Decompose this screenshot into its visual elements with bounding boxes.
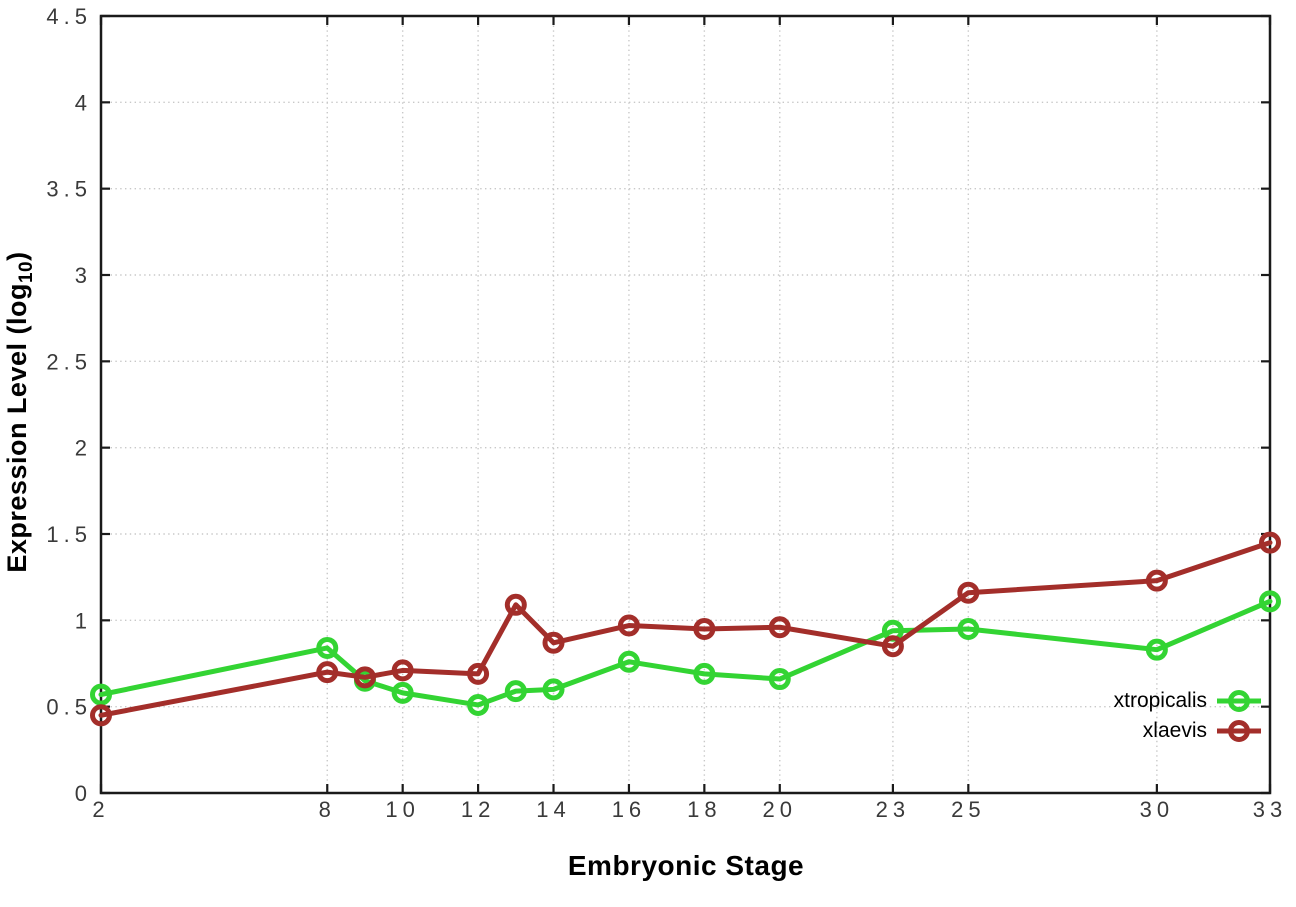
legend: xtropicalis xlaevis [1114,686,1262,746]
data-point-xtropicalis [391,681,414,704]
data-point-xlaevis [391,659,414,682]
data-point-xtropicalis [617,650,640,673]
data-point-xlaevis [353,666,376,689]
y-axis-title-text: Expression Level (log [2,283,32,573]
y-axis-title: Expression Level (log10) [2,251,38,572]
plot-border [99,14,1272,795]
data-point-xtropicalis [957,617,980,640]
legend-item-xlaevis: xlaevis [1114,716,1262,746]
x-tick-label: 25 [951,797,985,822]
data-point-xlaevis [504,593,527,616]
x-tick-label: 18 [687,797,721,822]
y-axis-title-subscript: 10 [16,260,37,284]
y-tick-label: 2 [75,436,92,461]
x-tick-label: 23 [876,797,910,822]
data-point-xlaevis [693,617,716,640]
x-tick-label: 30 [1140,797,1174,822]
x-tick-label: 20 [763,797,797,822]
data-point-xlaevis [617,614,640,637]
legend-label-xtropicalis: xtropicalis [1113,689,1207,712]
data-point-xtropicalis [693,662,716,685]
x-tick-label: 33 [1253,797,1287,822]
x-tick-label: 10 [385,797,419,822]
series-line-xtropicalis [98,598,1273,708]
y-tick-label: 4.5 [46,4,92,29]
y-tick-label: 1.5 [46,522,92,547]
data-point-xlaevis [316,661,339,684]
y-tick-label: 2.5 [46,349,92,374]
y-tick-label: 0.5 [46,695,92,720]
data-point-xlaevis [90,704,112,727]
data-point-xlaevis [957,581,980,604]
data-point-xtropicalis [90,683,112,706]
legend-item-xtropicalis: xtropicalis [1114,686,1262,716]
data-point-xlaevis [542,631,565,654]
y-tick-label: 3 [75,263,92,288]
x-tick-label: 16 [612,797,646,822]
x-tick-label: 8 [319,797,336,822]
y-tick-label: 1 [75,608,92,633]
data-point-xlaevis [881,635,904,658]
line-point-sample-icon [1217,690,1261,712]
data-point-xtropicalis [316,636,339,659]
data-point-xlaevis [1145,569,1168,592]
series-line-xlaevis [98,540,1273,718]
line-point-sample-icon [1217,720,1261,742]
x-tick-label: 12 [461,797,495,822]
y-tick-label: 3.5 [46,177,92,202]
data-point-xlaevis [1259,531,1281,554]
x-axis-title: Embryonic Stage [567,850,805,881]
x-tick-label: 14 [536,797,570,822]
y-axis-title-close: ) [2,251,32,261]
data-point-xlaevis [467,662,490,685]
data-point-xtropicalis [504,680,527,703]
data-point-xtropicalis [768,668,791,691]
y-tick-label: 4 [75,90,92,115]
legend-label-xlaevis: xlaevis [1142,719,1207,742]
data-point-xtropicalis [1145,638,1168,661]
x-tick-label: 2 [92,797,109,822]
data-point-xtropicalis [467,693,490,716]
data-point-xtropicalis [1259,590,1281,613]
data-point-xlaevis [768,616,791,639]
data-point-xtropicalis [542,678,565,701]
y-tick-label: 0 [75,781,92,806]
